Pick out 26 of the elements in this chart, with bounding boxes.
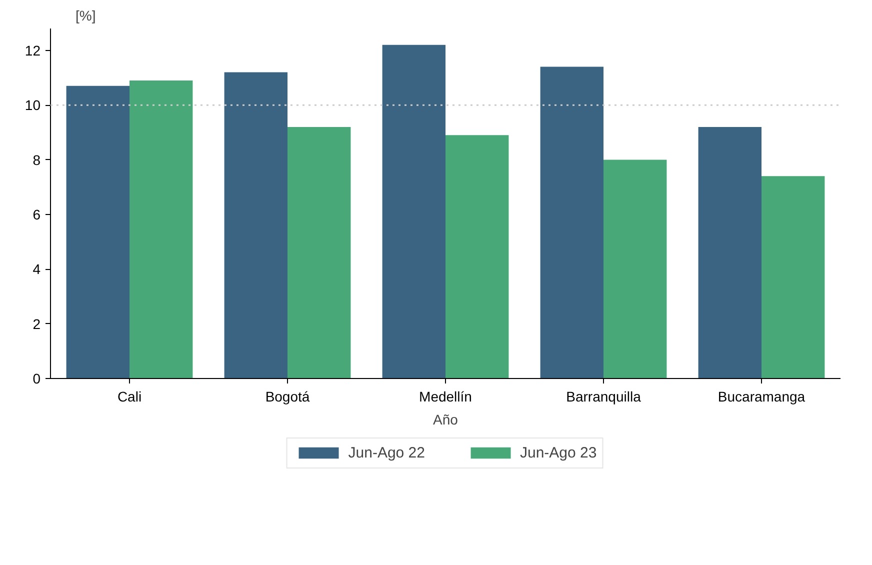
x-tick-label: Cali [117,388,142,404]
bar [698,126,762,378]
bar [382,44,446,378]
bar [604,160,667,378]
y-tick-label: 0 [32,370,41,386]
x-tick-label: Medellín [419,388,472,404]
y-axis-title: [%] [76,8,96,24]
bar [66,86,130,378]
y-tick-label: 4 [32,261,41,278]
x-tick-label: Bucaramanga [718,388,806,404]
y-tick-label: 2 [32,316,41,332]
y-tick-label: 10 [24,97,41,114]
bar [540,66,604,378]
y-tick-label: 8 [32,152,41,168]
bar [130,80,193,378]
bar [288,126,351,378]
y-tick-label: 6 [32,206,41,222]
y-tick-label: 12 [24,42,41,58]
x-tick-label: Bogotá [265,388,310,404]
x-axis-title: Año [433,412,458,428]
bar [446,135,509,378]
bar [224,72,288,378]
bar [762,176,825,378]
x-tick-label: Barranquilla [566,388,642,404]
legend-label: Jun-Ago 22 [348,444,425,461]
legend-label: Jun-Ago 23 [520,444,597,461]
